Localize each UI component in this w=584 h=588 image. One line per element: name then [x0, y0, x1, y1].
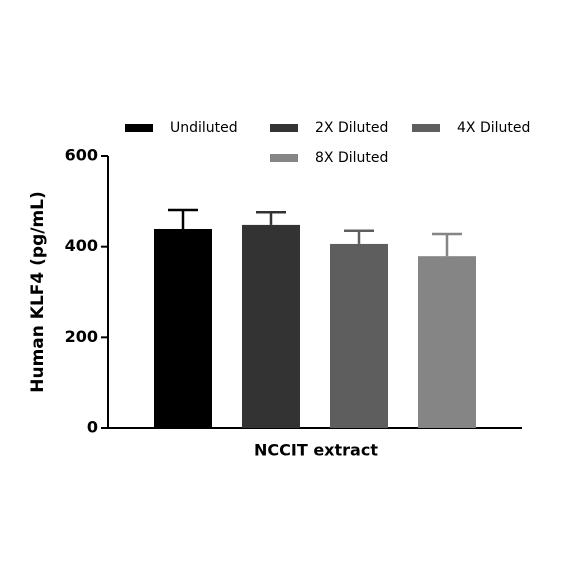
- legend-label: Undiluted: [170, 120, 238, 136]
- y-tick-label: 200: [65, 327, 98, 346]
- x-tick-label: NCCIT extract: [254, 441, 378, 460]
- legend-label: 2X Diluted: [315, 120, 388, 136]
- bar: [418, 256, 476, 428]
- bar: [330, 243, 388, 428]
- y-tick-label: 0: [87, 418, 98, 437]
- legend-label: 4X Diluted: [457, 120, 530, 136]
- legend-label: 8X Diluted: [315, 150, 388, 166]
- bar: [242, 224, 300, 428]
- legend-swatch: [125, 124, 153, 132]
- y-tick-label: 600: [65, 146, 98, 165]
- legend-swatch: [270, 154, 298, 162]
- legend-swatch: [412, 124, 440, 132]
- legend-swatch: [270, 124, 298, 132]
- bar: [154, 228, 212, 428]
- y-axis-label: Human KLF4 (pg/mL): [28, 191, 48, 393]
- y-tick-label: 400: [65, 236, 98, 255]
